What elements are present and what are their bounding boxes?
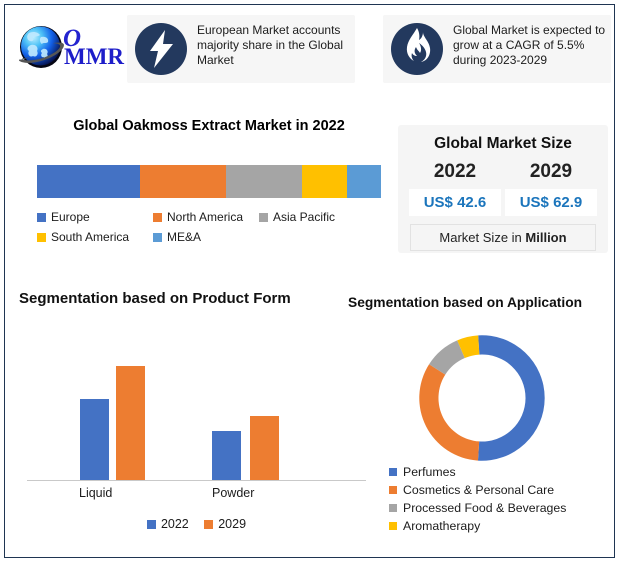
svg-text:MMR: MMR <box>64 44 124 69</box>
